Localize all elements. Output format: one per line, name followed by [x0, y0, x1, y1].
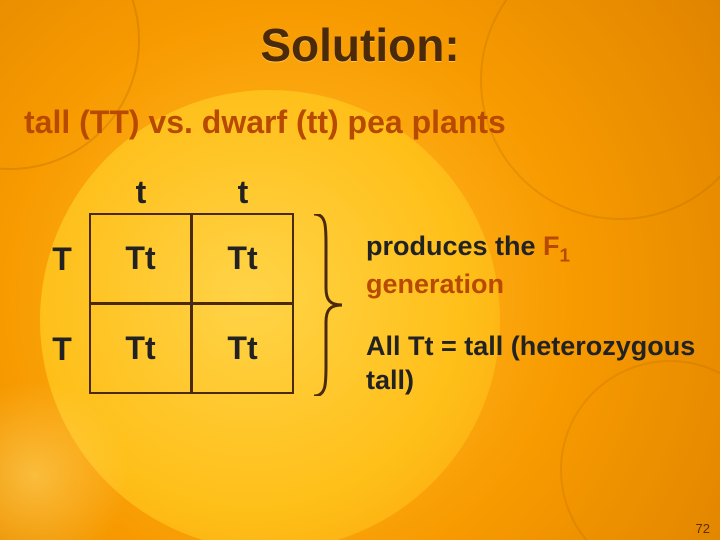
punnett-row-headers: T T [34, 214, 90, 394]
punnett-col-header: t [192, 170, 294, 214]
slide-subtitle: tall (TT) vs. dwarf (tt) pea plants [24, 104, 506, 141]
punnett-cells: Tt Tt Tt Tt [90, 214, 294, 394]
punnett-cell: Tt [89, 213, 192, 304]
page-number: 72 [696, 521, 710, 536]
punnett-row-header: T [34, 304, 90, 394]
slide: Solution: tall (TT) vs. dwarf (tt) pea p… [0, 0, 720, 540]
brace-icon [306, 214, 346, 396]
punnett-cell: Tt [191, 303, 294, 394]
punnett-square: t t T T Tt Tt Tt Tt [34, 170, 294, 394]
bg-circle-glow-2 [0, 380, 130, 540]
punnett-row-header: T [34, 214, 90, 304]
result-line-1-prefix: produces the [366, 231, 536, 261]
punnett-cell: Tt [191, 213, 294, 304]
punnett-col-header: t [90, 170, 192, 214]
slide-title: Solution: [0, 18, 720, 72]
result-description: produces the F1 generation All Tt = tall… [366, 230, 696, 397]
punnett-cell: Tt [89, 303, 192, 394]
punnett-col-headers: t t [90, 170, 294, 214]
result-line-2: All Tt = tall (heterozygous tall) [366, 330, 696, 398]
result-line-1: produces the F1 generation [366, 230, 696, 302]
